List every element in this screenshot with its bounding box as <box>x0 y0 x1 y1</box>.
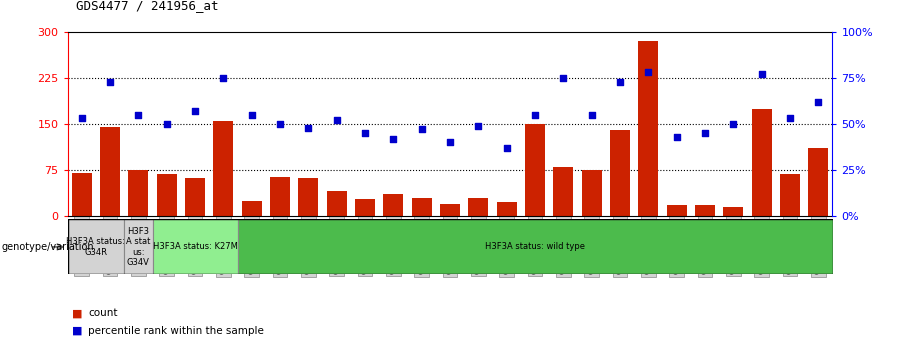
Bar <box>157 174 176 216</box>
Bar <box>780 174 800 216</box>
Point <box>131 112 146 118</box>
Point <box>216 75 230 81</box>
Bar <box>752 109 771 216</box>
Point <box>273 121 287 127</box>
Point <box>471 123 485 129</box>
Point <box>500 145 514 151</box>
Bar <box>724 207 743 216</box>
Point <box>811 99 825 105</box>
Point <box>698 130 712 136</box>
Point <box>103 79 117 84</box>
Point <box>726 121 741 127</box>
Bar <box>213 121 233 216</box>
Text: genotype/variation: genotype/variation <box>2 242 94 252</box>
Bar <box>72 173 92 216</box>
Bar <box>356 199 375 216</box>
Bar <box>554 167 573 216</box>
Point <box>188 108 202 114</box>
Bar <box>270 177 290 216</box>
Text: H3F3A status: K27M: H3F3A status: K27M <box>153 242 238 251</box>
Bar <box>440 204 460 216</box>
Point <box>358 130 373 136</box>
Point <box>613 79 627 84</box>
Point <box>245 112 259 118</box>
Text: ■: ■ <box>72 326 83 336</box>
Bar <box>383 194 403 216</box>
Point <box>159 121 174 127</box>
Bar <box>124 219 152 274</box>
Point <box>302 125 316 130</box>
Text: percentile rank within the sample: percentile rank within the sample <box>88 326 264 336</box>
Bar <box>808 148 828 216</box>
Bar <box>238 219 832 274</box>
Point <box>75 115 89 121</box>
Bar <box>695 205 715 216</box>
Bar <box>412 198 432 216</box>
Point <box>556 75 571 81</box>
Bar <box>299 178 319 216</box>
Point <box>641 69 655 75</box>
Bar <box>152 219 238 274</box>
Bar <box>100 127 120 216</box>
Point <box>415 127 429 132</box>
Point <box>670 134 684 139</box>
Text: GDS4477 / 241956_at: GDS4477 / 241956_at <box>76 0 219 12</box>
Bar <box>581 170 601 216</box>
Point <box>443 139 457 145</box>
Bar <box>497 202 517 216</box>
Point <box>754 72 769 77</box>
Bar <box>638 41 658 216</box>
Text: count: count <box>88 308 118 318</box>
Text: H3F3
A stat
us:
G34V: H3F3 A stat us: G34V <box>126 227 150 267</box>
Bar <box>468 198 488 216</box>
Point <box>527 112 542 118</box>
Point <box>783 115 797 121</box>
Point <box>386 136 400 142</box>
Text: H3F3A status:
G34R: H3F3A status: G34R <box>67 237 125 257</box>
Bar <box>610 130 630 216</box>
Point <box>584 112 598 118</box>
Bar <box>525 124 544 216</box>
Text: ■: ■ <box>72 308 83 318</box>
Text: H3F3A status: wild type: H3F3A status: wild type <box>485 242 585 251</box>
Bar <box>185 178 205 216</box>
Bar <box>129 170 148 216</box>
Point <box>329 118 344 123</box>
Bar <box>327 192 346 216</box>
Bar <box>242 201 262 216</box>
Bar <box>667 205 687 216</box>
Bar <box>68 219 124 274</box>
